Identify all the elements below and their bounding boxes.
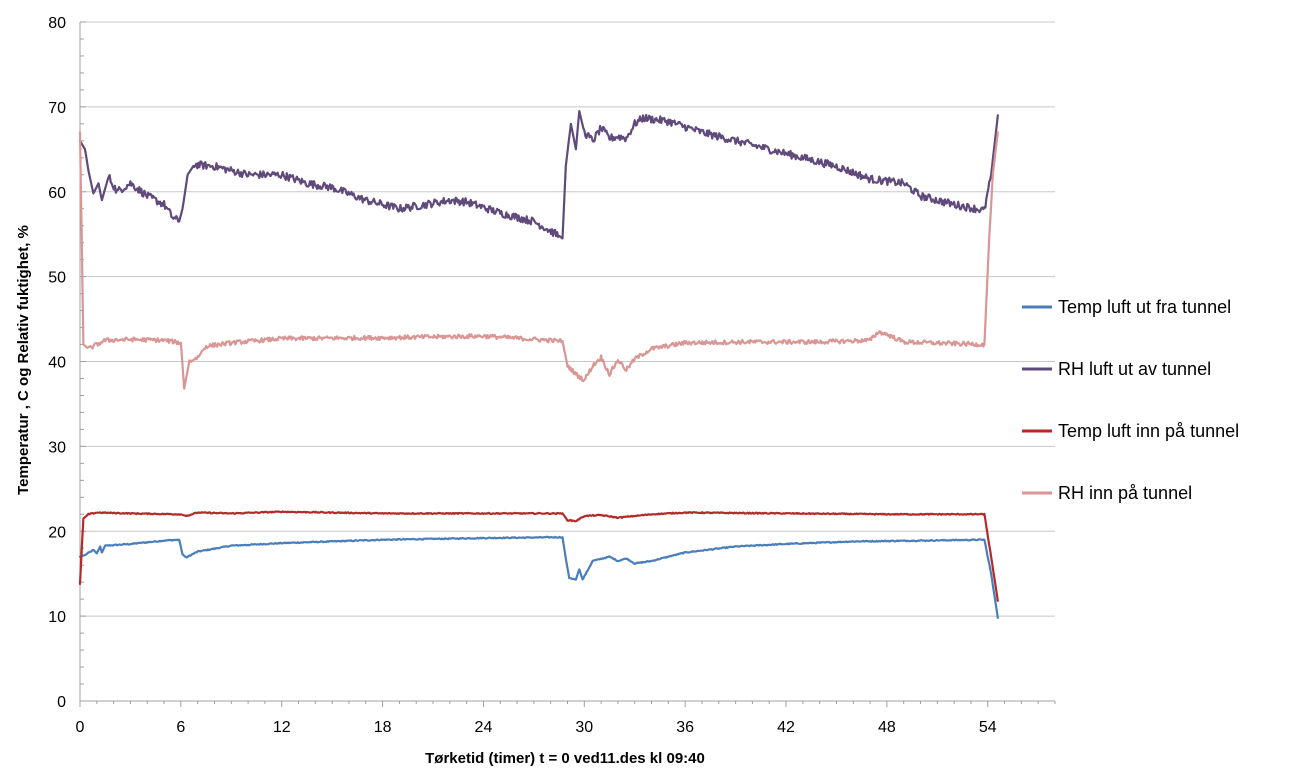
- x-tick-label: 36: [676, 719, 694, 736]
- y-tick-label: 40: [48, 355, 66, 372]
- legend-label: RH luft ut av tunnel: [1058, 359, 1211, 379]
- y-tick-label: 10: [48, 609, 66, 626]
- axis-layer: [79, 21, 1056, 707]
- series-layer: [78, 110, 999, 619]
- series-line-1: [78, 535, 999, 619]
- series-line-3: [78, 510, 999, 602]
- y-tick-label: 30: [48, 439, 66, 456]
- tick-label-layer: 0 10 20 30 40 50 60 70 80 0 6 12 18 24 30 36 42 48 54: [48, 15, 997, 736]
- series-line-2: [78, 110, 999, 240]
- y-axis-title: Temperatur , C og Relativ fuktighet, %: [15, 225, 32, 495]
- y-tick-label: 80: [48, 15, 66, 32]
- x-tick-label: 42: [777, 719, 795, 736]
- legend-label: RH inn på tunnel: [1058, 483, 1192, 503]
- y-tick-label: 50: [48, 270, 66, 287]
- legend-label: Temp luft ut fra tunnel: [1058, 297, 1231, 317]
- x-tick-label: 24: [475, 719, 493, 736]
- grid-layer: [80, 21, 1055, 617]
- x-tick-label: 54: [979, 719, 997, 736]
- y-tick-label: 70: [48, 100, 66, 117]
- x-tick-label: 12: [273, 719, 291, 736]
- legend: Temp luft ut fra tunnel RH luft ut av tun…: [1022, 297, 1239, 503]
- y-tick-label: 60: [48, 185, 66, 202]
- series-line-4: [78, 131, 999, 390]
- y-tick-label: 0: [57, 694, 66, 711]
- x-tick-label: 30: [575, 719, 593, 736]
- x-axis-title: Tørketid (timer) t = 0 ved11.des kl 09:4…: [425, 750, 705, 767]
- legend-label: Temp luft inn på tunnel: [1058, 421, 1239, 441]
- x-tick-label: 6: [176, 719, 185, 736]
- x-tick-label: 0: [76, 719, 85, 736]
- y-tick-label: 20: [48, 524, 66, 541]
- x-tick-label: 18: [374, 719, 392, 736]
- x-tick-label: 48: [878, 719, 896, 736]
